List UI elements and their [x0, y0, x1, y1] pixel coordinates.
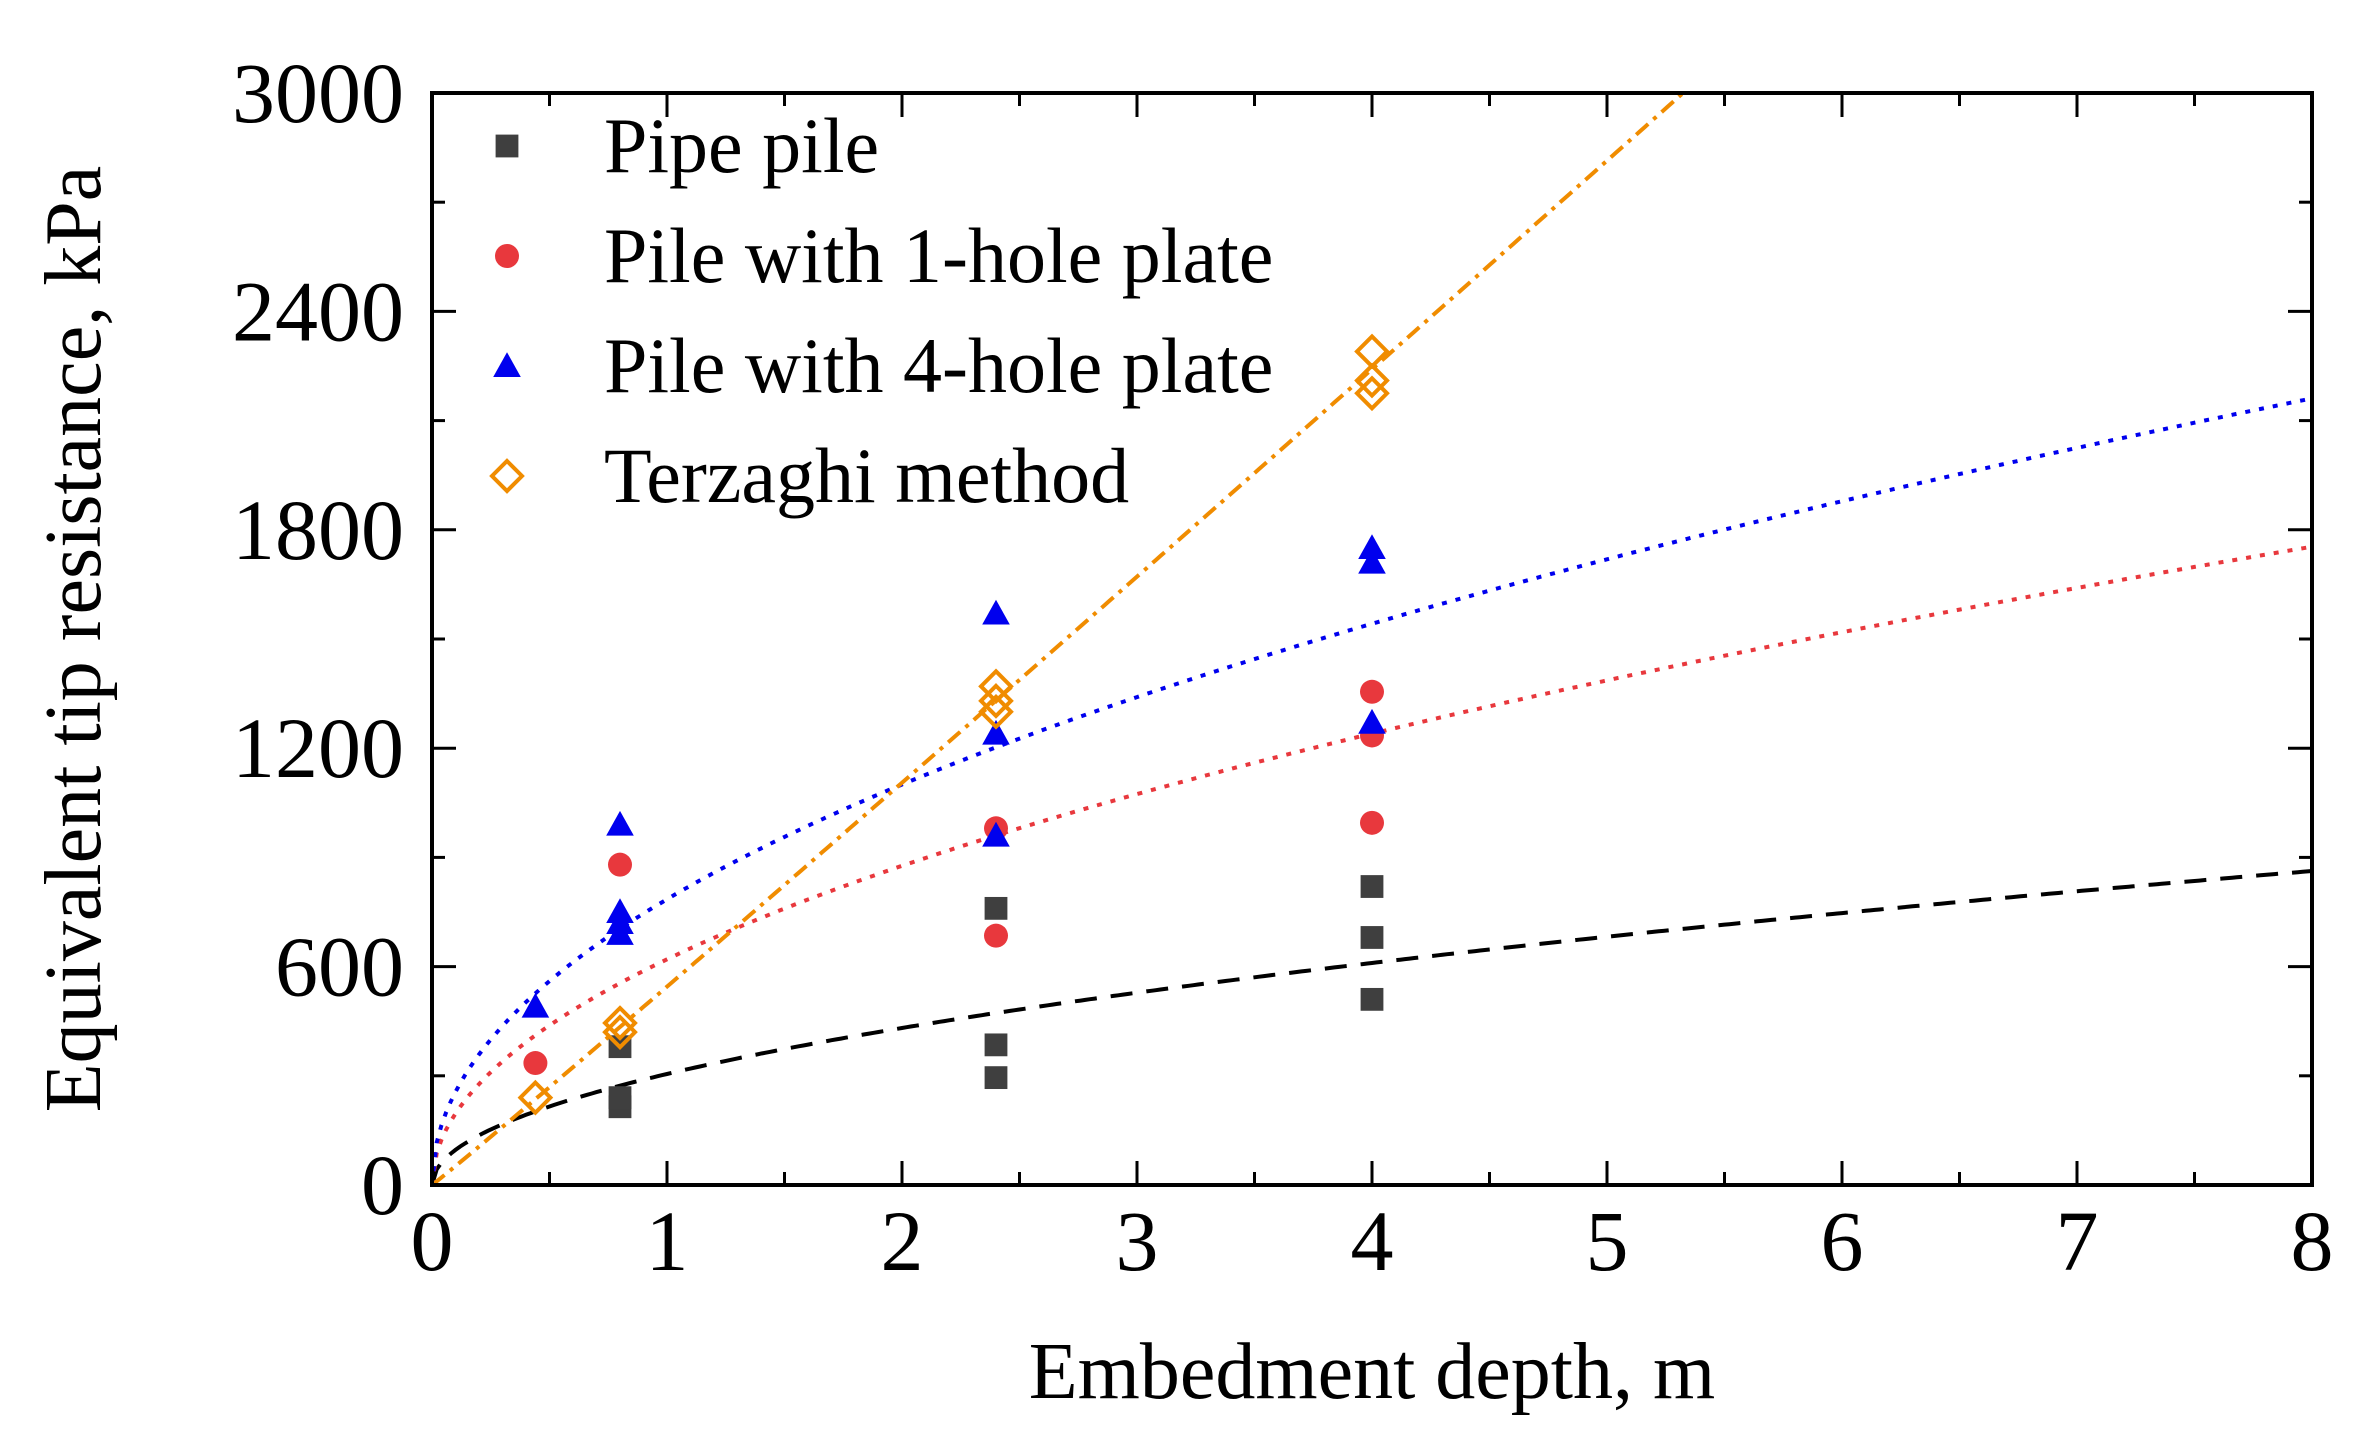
x-tick-label: 6	[1821, 1193, 1864, 1289]
data-point-series-1	[1360, 679, 1384, 704]
legend: Pipe pile Pile with 1-hole plate Pile with…	[489, 102, 1273, 519]
data-point-series-3	[602, 1014, 638, 1050]
x-tick-label: 0	[411, 1193, 454, 1289]
trendline	[430, 869, 2313, 1186]
data-point-series-3	[602, 1005, 638, 1041]
legend-label: Pile with 1-hole plate	[604, 212, 1273, 299]
data-point-series-3	[1354, 375, 1390, 412]
data-point-series-2	[606, 810, 634, 836]
data-point-series-0	[1360, 987, 1384, 1011]
x-tick-label: 1	[646, 1193, 689, 1289]
y-tick-label: 1800	[232, 482, 404, 578]
data-point-series-3	[1354, 362, 1390, 399]
data-point-series-2	[1358, 534, 1386, 560]
data-point-series-3	[978, 693, 1014, 730]
y-tick-label: 0	[361, 1137, 404, 1233]
data-point-series-3	[517, 1079, 554, 1116]
y-tick-label: 1200	[232, 700, 404, 796]
data-point-series-2	[1358, 708, 1386, 734]
x-tick-label: 7	[2056, 1193, 2099, 1289]
y-tick-label: 2400	[232, 263, 404, 359]
data-point-series-3	[978, 683, 1014, 719]
x-tick-label: 8	[2291, 1193, 2334, 1289]
x-tick-label: 4	[1351, 1193, 1394, 1289]
legend-label: Terzaghi method	[604, 432, 1129, 519]
data-point-series-1	[523, 1051, 548, 1076]
data-point-series-2	[982, 821, 1010, 847]
x-tick-label: 5	[1586, 1193, 1629, 1289]
y-tick-label: 3000	[232, 45, 404, 141]
data-point-series-2	[982, 719, 1010, 745]
x-tick-label: 2	[881, 1193, 924, 1289]
legend-marker	[495, 244, 519, 268]
data-point-series-2	[1358, 548, 1386, 574]
data-point-series-0	[984, 1066, 1008, 1090]
data-point-series-2	[982, 599, 1010, 625]
data-point-series-3	[978, 668, 1014, 705]
data-point-series-1	[608, 852, 632, 877]
data-point-series-2	[521, 992, 550, 1018]
data-point-series-0	[1360, 875, 1384, 898]
trendline	[430, 91, 1685, 1187]
legend-marker	[493, 352, 521, 378]
data-point-series-2	[606, 920, 634, 945]
data-point-series-1	[984, 923, 1008, 948]
data-point-series-1	[1360, 810, 1384, 835]
legend-marker	[489, 458, 525, 494]
x-axis-title: Embedment depth, m	[1029, 1328, 1716, 1416]
y-tick-label: 600	[275, 919, 404, 1015]
data-point-series-0	[1360, 926, 1384, 949]
data-point-series-0	[608, 1086, 632, 1110]
data-point-series-0	[984, 1033, 1008, 1057]
y-axis-title: Equivalent tip resistance, kPa	[30, 166, 118, 1112]
legend-label: Pile with 4-hole plate	[604, 322, 1273, 409]
legend-marker	[495, 134, 519, 158]
axis-ticks: 0 1 2 3 4 5 6 7 8 0 600 1200 1800 2400 3000	[232, 45, 2334, 1289]
legend-label: Pipe pile	[604, 102, 879, 189]
data-point-series-0	[984, 896, 1008, 920]
data-markers	[517, 333, 1390, 1119]
x-tick-label: 3	[1116, 1193, 1159, 1289]
